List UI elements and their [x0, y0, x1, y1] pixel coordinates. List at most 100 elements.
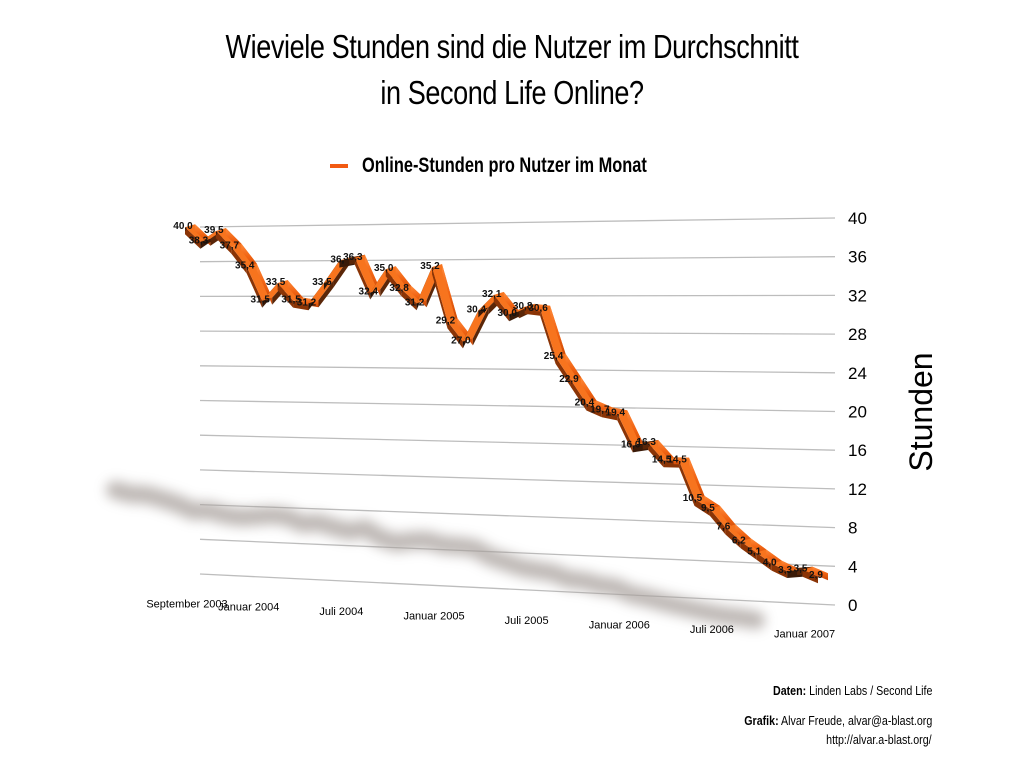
ribbon-segment-top	[432, 264, 458, 322]
series-shadow	[106, 481, 766, 630]
ribbon-segment-top	[540, 305, 566, 357]
ribbon-segment-front	[241, 243, 257, 271]
y-tick-label: 24	[848, 364, 867, 383]
data-label: 2,9	[809, 570, 823, 581]
footer-graphic-credit: Grafik: Alvar Freude, alvar@a-blast.org	[744, 713, 932, 728]
ribbon-segment-side	[385, 269, 402, 296]
y-axis-ticks: 0 4 8 12 16 20 24 28 32 36 40	[848, 209, 867, 615]
ribbon-segment-top	[354, 254, 381, 293]
ribbon-segment-side	[586, 403, 602, 418]
ribbon-segment-front	[812, 566, 828, 581]
data-label: 5,1	[747, 546, 761, 557]
x-tick-label: Juli 2004	[319, 606, 363, 618]
ribbon-segment-side	[185, 227, 201, 249]
data-label: 36,3	[343, 252, 363, 263]
data-label: 30,8	[513, 301, 533, 312]
x-tick-label: Januar 2004	[218, 601, 279, 613]
ribbon-segment-front	[318, 279, 334, 308]
legend: Online-Stunden pro Nutzer im Monat	[330, 151, 727, 181]
y-tick-label: 0	[848, 596, 857, 615]
data-label: 35,0	[374, 263, 394, 274]
ribbon-segment-side	[756, 552, 772, 571]
ribbon-segment-side	[679, 460, 695, 506]
data-label: 38,3	[189, 236, 209, 247]
data-label: 19,7	[590, 404, 610, 415]
chart-title-line-2: in Second Life Online?	[380, 74, 644, 111]
data-label: 16,0	[621, 439, 641, 450]
chart-title-line-1: Wieviele Stunden sind die Nutzer im Durc…	[225, 28, 799, 65]
ribbon-segment-side	[555, 356, 571, 388]
data-label: 33,5	[312, 277, 332, 288]
ribbon-segment-side	[540, 308, 556, 364]
gridlines	[199, 217, 836, 606]
data-label: 3,5	[794, 564, 808, 575]
data-label: 31,5	[281, 295, 301, 306]
y-tick-label: 28	[848, 325, 867, 344]
gridline	[199, 365, 836, 374]
x-tick-label: Juli 2006	[690, 624, 734, 636]
data-labels: 40,038,339,537,735,431,533,531,531,233,5…	[173, 221, 823, 581]
ribbon-segment-top	[246, 263, 273, 301]
data-label: 40,0	[173, 221, 193, 232]
footer-data-label: Daten:	[772, 683, 806, 698]
ribbon-segment-side	[231, 246, 247, 274]
data-label: 16,3	[636, 437, 656, 448]
data-label: 33,5	[266, 277, 286, 288]
ribbon-segment-front	[565, 353, 581, 385]
legend-swatch	[330, 164, 348, 168]
ribbon-segment-top	[679, 457, 705, 499]
data-label: 6,2	[732, 535, 746, 546]
y-tick-label: 16	[848, 441, 867, 460]
ribbon-segment-side	[694, 498, 710, 516]
footer-url[interactable]: http://alvar.a-blast.org/	[827, 732, 932, 747]
ribbon-segment-side	[725, 527, 741, 549]
gridline	[199, 256, 836, 263]
ribbon-segment-front	[472, 307, 489, 346]
data-label: 22,9	[559, 374, 579, 385]
ribbon-segment-front	[287, 280, 304, 305]
gridline	[199, 538, 836, 567]
data-label: 32,4	[359, 287, 379, 298]
ribbon-segment-front	[442, 264, 458, 326]
data-label: 30,6	[528, 303, 548, 314]
footer-graphic-value: Alvar Freude, alvar@a-blast.org	[780, 713, 932, 728]
data-label: 20,4	[575, 397, 595, 408]
y-axis-label: Stunden	[903, 352, 939, 471]
ribbon-segment-front	[411, 285, 427, 308]
data-label: 31,2	[297, 297, 317, 308]
ribbon-segment-side	[354, 257, 371, 300]
ribbon-segment-top	[308, 279, 334, 304]
ribbon-segment-front	[658, 439, 674, 465]
ribbon-segment-side	[401, 288, 417, 311]
gridline	[199, 294, 836, 298]
y-tick-label: 20	[848, 403, 867, 422]
data-label: 9,5	[701, 503, 715, 514]
footer-url-link[interactable]: http://alvar.a-blast.org/	[826, 732, 932, 747]
ribbon-segment-side	[771, 563, 788, 578]
data-label: 36,	[330, 255, 344, 266]
ribbon-segment-front	[395, 266, 412, 293]
series-shadow-path	[106, 481, 766, 630]
x-tick-label: September 2003	[146, 598, 227, 610]
data-label: 30,4	[467, 305, 487, 316]
data-label: 29,2	[436, 315, 456, 326]
gridline	[199, 330, 836, 335]
ribbon-segment-side	[802, 569, 818, 584]
ribbon-segment-side	[617, 413, 633, 453]
data-label: 14,5	[667, 455, 687, 466]
y-tick-label: 40	[848, 209, 867, 228]
ribbon-segment-front	[719, 505, 736, 532]
ribbon-segment-side	[277, 283, 294, 308]
y-tick-label: 36	[848, 248, 867, 267]
x-tick-label: Juli 2005	[505, 615, 549, 627]
data-label: 31,5	[250, 295, 270, 306]
ribbon-segment-top	[617, 410, 643, 446]
ribbon-segment-front	[689, 457, 705, 503]
y-tick-label: 32	[848, 286, 867, 305]
data-label: 7,6	[716, 521, 730, 532]
ribbon-segment-side	[648, 442, 664, 468]
ribbon-segment-side	[246, 266, 263, 308]
ribbon-segment-side	[447, 321, 463, 349]
y-tick-label: 12	[848, 480, 867, 499]
data-label: 31,2	[405, 297, 425, 308]
